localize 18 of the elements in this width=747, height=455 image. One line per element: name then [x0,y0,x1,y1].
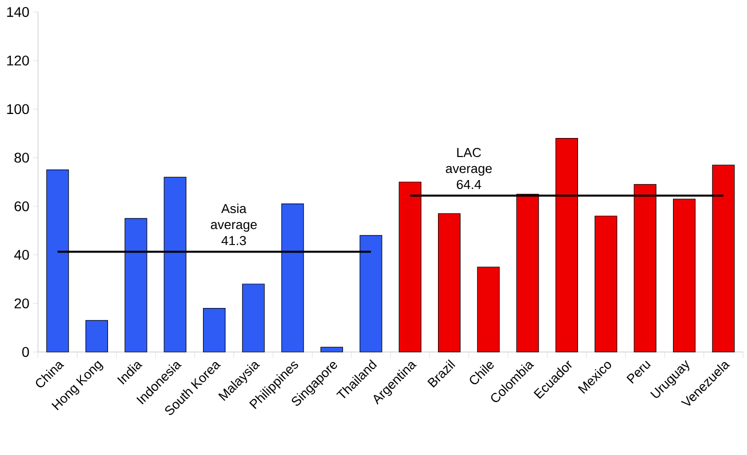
y-tick-label: 120 [7,56,29,66]
bar [594,216,618,352]
bar [242,284,265,352]
bar [320,346,344,352]
bar [672,198,696,352]
y-tick-label: 60 [14,201,29,212]
y-tick-label: 20 [14,298,29,308]
bar [85,320,108,352]
y-tick-label: 40 [14,250,29,260]
bar [438,213,461,352]
y-tick-label: 80 [14,152,29,163]
y-tick-label: 140 [7,7,29,17]
series-label: Asia average 41.3 [210,204,257,246]
y-tick-label: 100 [7,104,29,114]
series-label: LAC average 64.4 [446,148,492,190]
bar [477,266,500,352]
y-tick-label: 0 [22,347,29,357]
bar [202,308,226,352]
